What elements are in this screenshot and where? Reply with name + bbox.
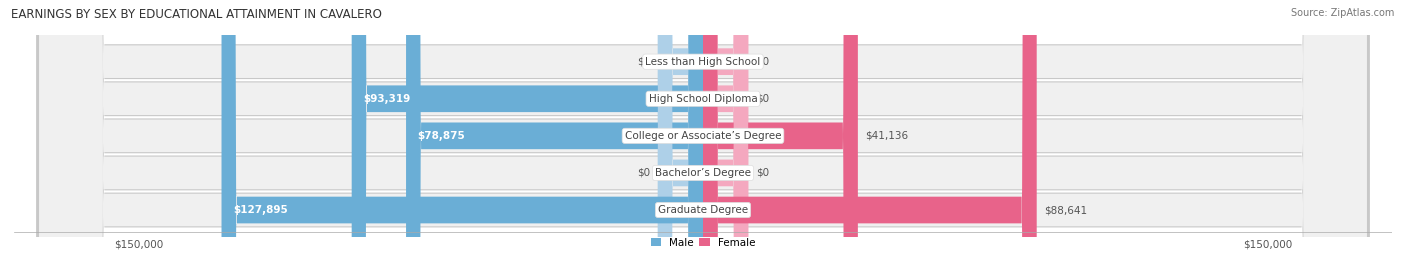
FancyBboxPatch shape xyxy=(703,0,858,269)
FancyBboxPatch shape xyxy=(39,0,1367,269)
Text: $78,875: $78,875 xyxy=(418,131,465,141)
FancyBboxPatch shape xyxy=(703,0,748,269)
Text: $0: $0 xyxy=(755,168,769,178)
FancyBboxPatch shape xyxy=(352,0,703,269)
FancyBboxPatch shape xyxy=(37,0,1369,269)
Text: Less than High School: Less than High School xyxy=(645,57,761,67)
Text: $0: $0 xyxy=(637,57,651,67)
Text: EARNINGS BY SEX BY EDUCATIONAL ATTAINMENT IN CAVALERO: EARNINGS BY SEX BY EDUCATIONAL ATTAINMEN… xyxy=(11,8,382,21)
FancyBboxPatch shape xyxy=(37,0,1369,269)
FancyBboxPatch shape xyxy=(39,0,1367,269)
Text: $0: $0 xyxy=(637,168,651,178)
FancyBboxPatch shape xyxy=(39,0,1367,269)
Text: $0: $0 xyxy=(755,94,769,104)
FancyBboxPatch shape xyxy=(39,0,1367,269)
Text: $88,641: $88,641 xyxy=(1045,205,1087,215)
Text: $127,895: $127,895 xyxy=(233,205,288,215)
Text: College or Associate’s Degree: College or Associate’s Degree xyxy=(624,131,782,141)
Text: $41,136: $41,136 xyxy=(866,131,908,141)
Text: Source: ZipAtlas.com: Source: ZipAtlas.com xyxy=(1291,8,1395,18)
FancyBboxPatch shape xyxy=(37,0,1369,269)
FancyBboxPatch shape xyxy=(703,0,748,269)
Legend: Male, Female: Male, Female xyxy=(651,238,755,248)
FancyBboxPatch shape xyxy=(658,0,703,269)
Text: Graduate Degree: Graduate Degree xyxy=(658,205,748,215)
FancyBboxPatch shape xyxy=(658,0,703,269)
FancyBboxPatch shape xyxy=(37,0,1369,269)
FancyBboxPatch shape xyxy=(37,0,1369,269)
Text: High School Diploma: High School Diploma xyxy=(648,94,758,104)
FancyBboxPatch shape xyxy=(222,0,703,269)
FancyBboxPatch shape xyxy=(703,0,1036,269)
Text: $0: $0 xyxy=(755,57,769,67)
Text: Bachelor’s Degree: Bachelor’s Degree xyxy=(655,168,751,178)
FancyBboxPatch shape xyxy=(406,0,703,269)
FancyBboxPatch shape xyxy=(703,0,748,269)
Text: $93,319: $93,319 xyxy=(363,94,411,104)
FancyBboxPatch shape xyxy=(39,0,1367,269)
